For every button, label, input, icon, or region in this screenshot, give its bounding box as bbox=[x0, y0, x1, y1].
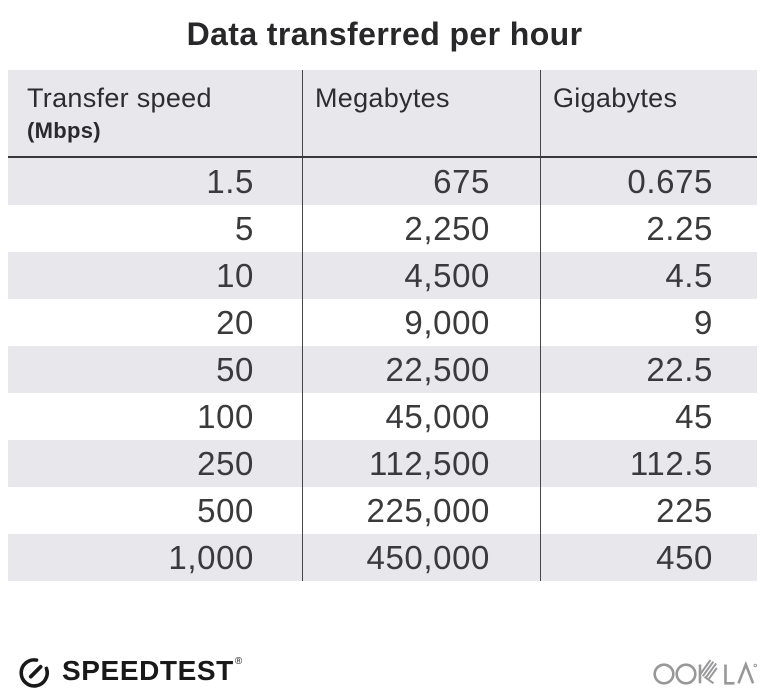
table-header-row: Transfer speed (Mbps) Megabytes Gigabyte… bbox=[8, 70, 757, 158]
cell-gigabytes: 4.5 bbox=[540, 252, 757, 299]
page-title: Data transferred per hour bbox=[186, 16, 583, 52]
table-row: 1,000 450,000 450 bbox=[8, 534, 757, 581]
cell-megabytes: 450,000 bbox=[302, 534, 540, 581]
cell-speed: 5 bbox=[235, 209, 254, 247]
table-row: 250 112,500 112.5 bbox=[8, 440, 757, 487]
cell-gigabytes: 0.675 bbox=[540, 158, 757, 205]
cell-megabytes: 45,000 bbox=[302, 393, 540, 440]
cell-megabytes: 675 bbox=[302, 158, 540, 205]
ookla-logo bbox=[653, 652, 758, 686]
speedtest-gauge-icon bbox=[19, 658, 49, 688]
table-row: 20 9,000 9 bbox=[8, 299, 757, 346]
cell-gigabytes: 22.5 bbox=[540, 346, 757, 393]
cell-gigabytes: 112.5 bbox=[540, 440, 757, 487]
cell-speed: 20 bbox=[216, 303, 254, 341]
header-cell-transfer-speed: Transfer speed (Mbps) bbox=[8, 70, 302, 156]
cell-megabytes: 112,500 bbox=[302, 440, 540, 487]
cell-speed: 250 bbox=[197, 444, 254, 482]
header-transfer-speed-label: Transfer speed bbox=[27, 83, 212, 113]
cell-megabytes: 2,250 bbox=[302, 205, 540, 252]
speedtest-wordmark: SPEEDTEST bbox=[62, 655, 234, 686]
header-mbps-unit-label: (Mbps) bbox=[27, 118, 101, 143]
cell-gigabytes: 2.25 bbox=[540, 205, 757, 252]
cell-gigabytes: 9 bbox=[540, 299, 757, 346]
cell-speed: 50 bbox=[216, 350, 254, 388]
cell-gigabytes: 450 bbox=[540, 534, 757, 581]
table-row: 50 22,500 22.5 bbox=[8, 346, 757, 393]
cell-speed: 10 bbox=[216, 256, 254, 294]
cell-speed: 1.5 bbox=[206, 162, 254, 200]
table-row: 10 4,500 4.5 bbox=[8, 252, 757, 299]
cell-megabytes: 225,000 bbox=[302, 487, 540, 534]
ookla-wordmark-icon bbox=[653, 659, 758, 685]
speedtest-logo: SPEEDTEST ® bbox=[16, 652, 242, 690]
cell-gigabytes: 45 bbox=[540, 393, 757, 440]
cell-speed: 500 bbox=[197, 491, 254, 529]
cell-speed: 1,000 bbox=[168, 538, 254, 576]
table-row: 5 2,250 2.25 bbox=[8, 205, 757, 252]
table-row: 500 225,000 225 bbox=[8, 487, 757, 534]
registered-trademark-mark: ® bbox=[234, 656, 243, 667]
cell-gigabytes: 225 bbox=[540, 487, 757, 534]
header-cell-megabytes: Megabytes bbox=[302, 70, 540, 156]
cell-speed: 100 bbox=[197, 397, 254, 435]
table-row: 1.5 675 0.675 bbox=[8, 158, 757, 205]
data-table: Transfer speed (Mbps) Megabytes Gigabyte… bbox=[8, 70, 757, 581]
cell-megabytes: 22,500 bbox=[302, 346, 540, 393]
header-cell-gigabytes: Gigabytes bbox=[540, 70, 757, 156]
cell-megabytes: 4,500 bbox=[302, 252, 540, 299]
table-row: 100 45,000 45 bbox=[8, 393, 757, 440]
cell-megabytes: 9,000 bbox=[302, 299, 540, 346]
